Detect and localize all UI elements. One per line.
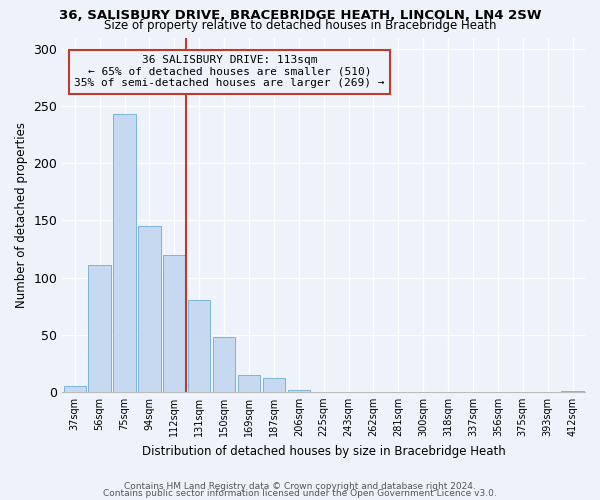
Text: 36 SALISBURY DRIVE: 113sqm
← 65% of detached houses are smaller (510)
35% of sem: 36 SALISBURY DRIVE: 113sqm ← 65% of deta…: [74, 55, 385, 88]
X-axis label: Distribution of detached houses by size in Bracebridge Heath: Distribution of detached houses by size …: [142, 444, 506, 458]
Bar: [88, 265, 111, 392]
Bar: [188, 300, 211, 392]
Bar: [138, 226, 161, 392]
Bar: [64, 386, 86, 392]
Bar: [263, 378, 285, 392]
Bar: [213, 337, 235, 392]
Bar: [113, 114, 136, 392]
Y-axis label: Number of detached properties: Number of detached properties: [15, 122, 28, 308]
Text: Contains public sector information licensed under the Open Government Licence v3: Contains public sector information licen…: [103, 488, 497, 498]
Bar: [562, 390, 584, 392]
Text: Size of property relative to detached houses in Bracebridge Heath: Size of property relative to detached ho…: [104, 18, 496, 32]
Bar: [163, 254, 185, 392]
Bar: [287, 390, 310, 392]
Text: 36, SALISBURY DRIVE, BRACEBRIDGE HEATH, LINCOLN, LN4 2SW: 36, SALISBURY DRIVE, BRACEBRIDGE HEATH, …: [59, 9, 541, 22]
Bar: [238, 374, 260, 392]
Text: Contains HM Land Registry data © Crown copyright and database right 2024.: Contains HM Land Registry data © Crown c…: [124, 482, 476, 491]
